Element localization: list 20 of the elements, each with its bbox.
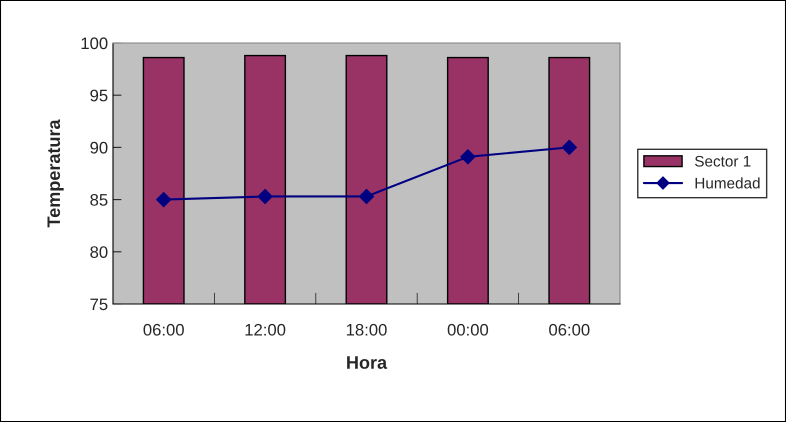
point [358,188,374,204]
x-tick-label: 00:00 [448,324,488,336]
legend-label: Sector 1 [695,156,750,167]
y-tick-label: 75 [90,298,108,310]
y-tick-label: 85 [90,194,108,206]
x-tick-label: 12:00 [246,324,286,336]
y-tick-label: 80 [90,246,108,258]
x-axis-title: Hora [347,356,388,369]
point [156,192,172,208]
y-tick-label: 95 [90,90,108,102]
x-tick-label: 18:00 [346,324,387,336]
legend-label: Humedad [696,177,760,189]
point [460,149,476,164]
x-tick-label: 06:00 [144,324,184,336]
y-tick-label: 90 [90,142,108,154]
x-tick-label: 06:00 [549,324,590,336]
point [562,140,577,155]
y-axis-title: Temperatura [48,119,64,228]
point [258,188,273,204]
y-tick-label: 100 [82,37,108,50]
